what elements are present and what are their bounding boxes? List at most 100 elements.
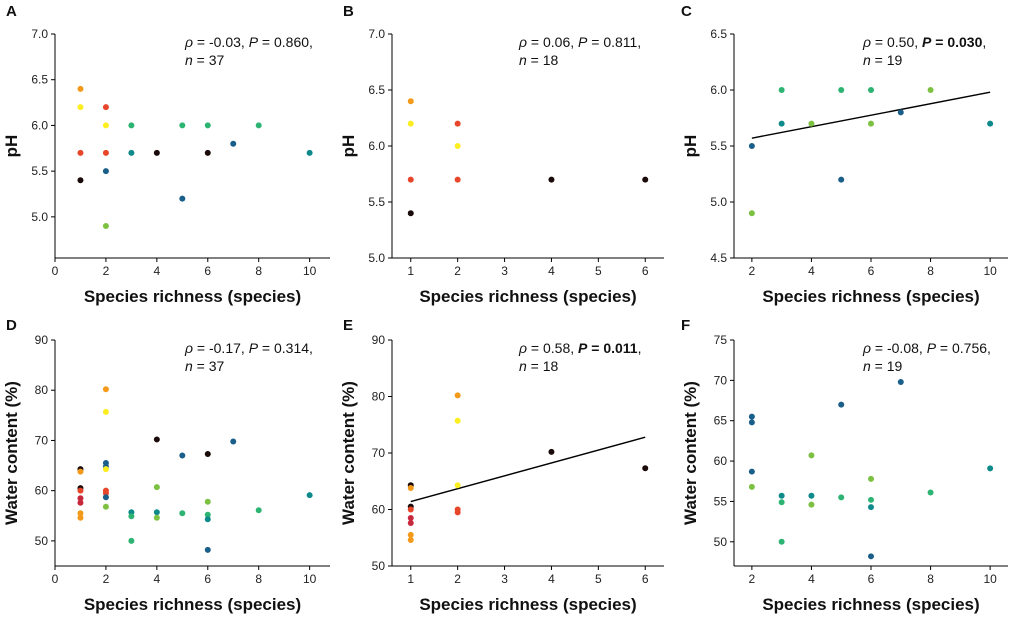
- n-value: = 19: [871, 358, 903, 374]
- p-symbol: P: [578, 340, 588, 356]
- x-tick-label: 10: [983, 264, 997, 278]
- data-point: [407, 210, 414, 217]
- data-point: [808, 452, 815, 459]
- x-axis-title: Species richness (species): [84, 595, 301, 614]
- data-point: [808, 501, 815, 508]
- data-point: [102, 503, 109, 510]
- p-tail: ,: [638, 340, 642, 356]
- data-point: [642, 465, 649, 472]
- n-value: = 18: [527, 358, 559, 374]
- y-tick-label: 60: [372, 503, 386, 517]
- data-point: [204, 498, 211, 505]
- data-point: [838, 87, 845, 93]
- n-symbol: n: [519, 52, 527, 68]
- x-tick-label: 5: [595, 264, 602, 278]
- x-tick-label: 2: [454, 264, 461, 278]
- p-value: = 0.811,: [587, 34, 641, 50]
- x-tick-label: 6: [642, 572, 649, 586]
- n-value: = 18: [527, 52, 559, 68]
- p-value: = 0.756,: [936, 340, 991, 356]
- stat-line-1: ρ = 0.06, P = 0.811,: [518, 34, 641, 50]
- data-point: [102, 223, 109, 229]
- data-point: [748, 143, 755, 149]
- data-point: [868, 553, 874, 560]
- y-axis-title: Water content (%): [2, 381, 21, 525]
- data-point: [987, 465, 994, 472]
- stat-line-2: n = 18: [519, 358, 559, 374]
- x-tick-label: 8: [255, 572, 262, 586]
- data-point: [77, 149, 84, 156]
- y-tick-label: 50: [714, 535, 728, 549]
- data-point: [179, 510, 186, 517]
- data-point: [838, 176, 845, 183]
- y-tick-label: 6.5: [710, 27, 727, 41]
- y-tick-label: 5.5: [31, 164, 48, 178]
- y-tick-label: 6.0: [710, 83, 727, 97]
- data-point: [102, 386, 109, 393]
- data-point: [204, 451, 211, 458]
- x-tick-label: 3: [501, 572, 508, 586]
- data-point: [128, 513, 135, 520]
- data-point: [153, 436, 160, 443]
- stat-line-2: n = 37: [185, 52, 225, 68]
- data-point: [407, 531, 414, 538]
- data-point: [153, 149, 160, 156]
- p-value: = 0.011: [587, 340, 637, 356]
- n-symbol: n: [185, 358, 193, 374]
- data-point: [102, 122, 109, 129]
- y-tick-label: 80: [372, 390, 386, 404]
- data-point: [230, 140, 237, 147]
- y-axis-title: pH: [681, 135, 700, 158]
- data-point: [77, 487, 84, 494]
- data-point: [407, 120, 414, 127]
- data-point: [179, 452, 186, 459]
- panel-letter: C: [681, 3, 692, 20]
- x-tick-label: 6: [868, 572, 875, 586]
- data-point: [454, 417, 461, 424]
- p-value: = 0.314,: [258, 340, 313, 356]
- data-point: [454, 176, 461, 183]
- n-value: = 37: [193, 358, 225, 374]
- data-point: [255, 507, 262, 514]
- rho-symbol: ρ: [518, 34, 527, 50]
- x-tick-label: 2: [749, 572, 756, 586]
- rho-symbol: ρ: [184, 340, 193, 356]
- panel-letter: F: [681, 317, 690, 334]
- data-point: [102, 149, 109, 156]
- data-point: [778, 492, 785, 499]
- rho-symbol: ρ: [184, 34, 193, 50]
- y-tick-label: 75: [714, 333, 728, 347]
- data-point: [454, 509, 461, 516]
- data-point: [868, 475, 874, 482]
- x-tick-label: 4: [154, 572, 161, 586]
- data-point: [128, 149, 135, 156]
- stat-line-1: ρ = 0.50, P = 0.030,: [862, 34, 986, 50]
- n-symbol: n: [185, 52, 193, 68]
- data-point: [128, 122, 135, 129]
- y-tick-label: 80: [35, 383, 49, 397]
- rho-value: = -0.03,: [193, 34, 249, 50]
- data-point: [102, 466, 109, 473]
- y-tick-label: 5.5: [710, 139, 727, 153]
- x-tick-label: 8: [255, 264, 262, 278]
- data-point: [642, 176, 649, 183]
- y-tick-label: 90: [372, 333, 386, 347]
- rho-value: = -0.08,: [871, 340, 927, 356]
- rho-value: = 0.58,: [527, 340, 578, 356]
- x-tick-label: 4: [548, 264, 555, 278]
- rho-value: = 0.06,: [527, 34, 578, 50]
- x-tick-label: 1: [407, 572, 414, 586]
- x-tick-label: 3: [501, 264, 508, 278]
- y-tick-label: 6.5: [368, 83, 385, 97]
- rho-value: = 0.50,: [871, 34, 922, 50]
- data-point: [868, 120, 874, 127]
- x-tick-label: 2: [103, 264, 110, 278]
- data-point: [778, 538, 785, 545]
- n-symbol: n: [863, 358, 871, 374]
- x-tick-label: 0: [52, 572, 59, 586]
- data-point: [748, 483, 755, 490]
- stat-line-1: ρ = -0.03, P = 0.860,: [184, 34, 313, 50]
- x-tick-label: 8: [927, 572, 934, 586]
- panel-b: B 1 2 3 4 5 6 5.0 5.5 6.0 6.5 7.0 Species richness (…: [339, 3, 664, 306]
- x-tick-label: 4: [154, 264, 161, 278]
